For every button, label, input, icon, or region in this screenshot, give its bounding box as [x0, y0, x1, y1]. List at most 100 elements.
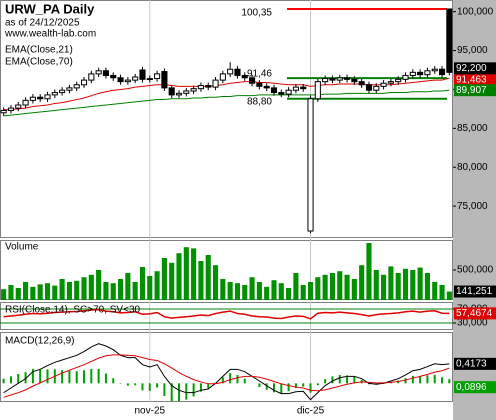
- volume-bar: [388, 266, 394, 300]
- y-tick-label: 30,000: [457, 318, 488, 329]
- y-tick-label: 100,000: [457, 6, 494, 17]
- volume-bar: [15, 288, 21, 300]
- candle-body: [270, 87, 278, 94]
- volume-bar: [402, 268, 409, 300]
- volume-bar: [23, 282, 29, 300]
- panel-frame: [0, 0, 453, 238]
- last-value-box: [454, 62, 496, 75]
- candle-body: [154, 73, 161, 80]
- macd-histogram-bar: [338, 374, 341, 384]
- candle-body: [132, 76, 139, 81]
- candle-body: [322, 78, 329, 83]
- macd-histogram-bar: [46, 369, 49, 384]
- macd-histogram-bar: [419, 376, 422, 384]
- candle-body: [263, 85, 270, 89]
- macd-histogram-bar: [170, 383, 173, 402]
- last-value-label: 0,0896: [456, 382, 487, 393]
- x-tick-label: nov-25: [134, 406, 165, 417]
- volume-bar: [242, 285, 248, 300]
- macd-histogram-bar: [163, 383, 166, 396]
- volume-bar: [96, 270, 102, 300]
- x-tick-label: dic-25: [297, 406, 325, 417]
- candle-body: [197, 85, 204, 90]
- volume-bar: [322, 274, 328, 300]
- y-tick-label: 80,000: [457, 162, 488, 173]
- macd-histogram-bar: [97, 368, 100, 384]
- volume-bar: [154, 271, 160, 300]
- macd-histogram-bar: [294, 383, 297, 388]
- volume-bar: [198, 261, 204, 300]
- y-tick-label: 95,000: [457, 45, 488, 56]
- candle-body: [183, 90, 190, 94]
- volume-bar: [381, 274, 387, 300]
- volume-bar: [88, 274, 94, 300]
- macd-histogram-bar: [207, 383, 210, 389]
- candle-body: [358, 81, 365, 86]
- candle-body: [29, 96, 36, 101]
- macd-histogram-bar: [353, 376, 356, 384]
- macd-histogram-bar: [324, 379, 327, 384]
- volume-bar: [8, 285, 14, 300]
- macd-histogram-bar: [104, 373, 107, 384]
- candle-body: [161, 71, 168, 89]
- last-value-box: [454, 357, 496, 370]
- macd-histogram-bar: [61, 370, 64, 384]
- candle-body: [387, 81, 394, 84]
- candle-body: [175, 92, 183, 96]
- macd-histogram-bar: [9, 376, 12, 384]
- macd-histogram-bar: [280, 383, 283, 394]
- source: www.wealth-lab.com: [4, 29, 96, 40]
- volume-bar: [103, 282, 109, 300]
- candle-body: [256, 82, 263, 87]
- macd-histogram-bar: [68, 370, 71, 384]
- last-value-box: [454, 381, 496, 394]
- last-value-box: [454, 74, 496, 87]
- legend-entry: EMA(Close,21): [5, 45, 73, 56]
- candle-body: [395, 78, 402, 83]
- candle-body: [212, 79, 219, 88]
- macd-histogram-bar: [302, 383, 305, 387]
- macd-histogram-bar: [24, 372, 27, 384]
- last-value-label: 57,4674: [456, 308, 493, 319]
- candle-body: [249, 77, 256, 84]
- candle-body: [146, 78, 153, 81]
- volume-bar: [81, 277, 87, 300]
- macd-histogram-bar: [433, 374, 436, 384]
- panel-frame: [0, 332, 453, 402]
- candle-body: [343, 77, 351, 80]
- macd-histogram-bar: [448, 379, 451, 384]
- macd-histogram-bar: [31, 368, 34, 384]
- candle-body: [227, 68, 234, 75]
- level-label: 88,80: [247, 96, 272, 107]
- macd-histogram-bar: [346, 375, 349, 384]
- candle-body: [446, 8, 453, 73]
- candle-body: [417, 71, 424, 76]
- ema-line: [3, 77, 450, 111]
- volume-bar: [337, 271, 343, 300]
- rsi-line: [3, 308, 450, 320]
- volume-bar: [117, 279, 124, 300]
- volume-bar: [315, 277, 321, 300]
- candle-body: [219, 73, 226, 81]
- candle-body: [438, 68, 446, 76]
- y-tick-label: 500,000: [457, 265, 494, 276]
- macd-histogram-bar: [272, 383, 275, 393]
- candle-body: [285, 89, 292, 95]
- macd-histogram-bar: [83, 370, 86, 384]
- candle-body: [402, 74, 409, 80]
- macd-histogram-bar: [199, 383, 202, 392]
- candle-body: [59, 89, 66, 94]
- volume-bar: [373, 270, 379, 300]
- panel-title: MACD(12,26,9): [5, 336, 74, 347]
- volume-bar: [220, 279, 226, 300]
- macd-histogram-bar: [156, 383, 159, 388]
- macd-histogram-bar: [148, 383, 151, 391]
- volume-bar: [183, 247, 189, 300]
- candle-body: [190, 88, 197, 92]
- macd-histogram-bar: [2, 378, 5, 384]
- candle-body: [205, 85, 212, 88]
- candle-body: [168, 87, 175, 96]
- volume-bar: [410, 270, 416, 300]
- macd-histogram-bar: [309, 383, 312, 393]
